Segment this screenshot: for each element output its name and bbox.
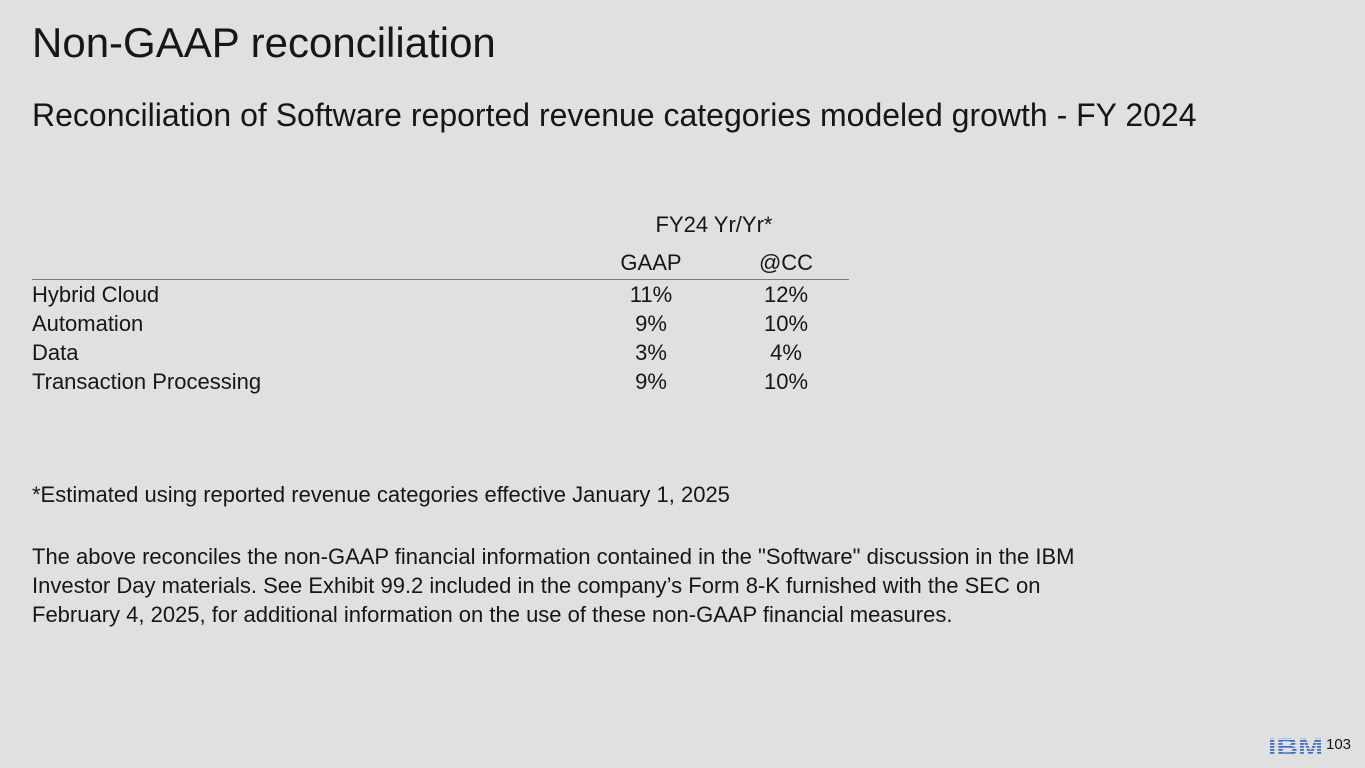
disclaimer-line: The above reconciles the non-GAAP financ… <box>32 544 1075 569</box>
table-group-header: FY24 Yr/Yr* <box>32 212 849 242</box>
page-number: 103 <box>1326 736 1352 753</box>
group-header-label: FY24 Yr/Yr* <box>655 212 773 237</box>
table-column-headers: GAAP @CC <box>32 250 849 280</box>
page-subtitle: Reconciliation of Software reported reve… <box>32 97 1197 133</box>
table-row: Data 3% 4% <box>32 338 849 367</box>
row-gaap-value: 9% <box>635 369 667 394</box>
ibm-logo: IBM <box>1268 734 1323 758</box>
disclaimer: The above reconciles the non-GAAP financ… <box>32 542 1212 629</box>
row-label: Transaction Processing <box>32 369 262 394</box>
row-cc-value: 12% <box>763 282 809 307</box>
footnote: *Estimated using reported revenue catego… <box>32 482 730 507</box>
table-row: Automation 9% 10% <box>32 309 849 338</box>
row-label: Hybrid Cloud <box>32 282 160 307</box>
table-row: Transaction Processing 9% 10% <box>32 367 849 396</box>
page-title: Non-GAAP reconciliation <box>32 19 496 66</box>
row-gaap-value: 9% <box>635 311 667 336</box>
row-cc-value: 10% <box>763 369 809 394</box>
row-gaap-value: 11% <box>629 282 673 307</box>
row-label: Automation <box>32 311 144 336</box>
svg-text:IBM: IBM <box>1268 734 1323 758</box>
table-body: Hybrid Cloud 11% 12% Automation 9% 10% D… <box>32 280 849 396</box>
table-row: Hybrid Cloud 11% 12% <box>32 280 849 309</box>
disclaimer-line: Investor Day materials. See Exhibit 99.2… <box>32 573 1041 598</box>
row-gaap-value: 3% <box>635 340 667 365</box>
row-cc-value: 10% <box>763 311 809 336</box>
column-header-cc: @CC <box>758 250 814 275</box>
disclaimer-line: February 4, 2025, for additional informa… <box>32 602 953 627</box>
row-label: Data <box>32 340 79 365</box>
row-cc-value: 4% <box>770 340 802 365</box>
column-header-gaap: GAAP <box>620 250 682 275</box>
